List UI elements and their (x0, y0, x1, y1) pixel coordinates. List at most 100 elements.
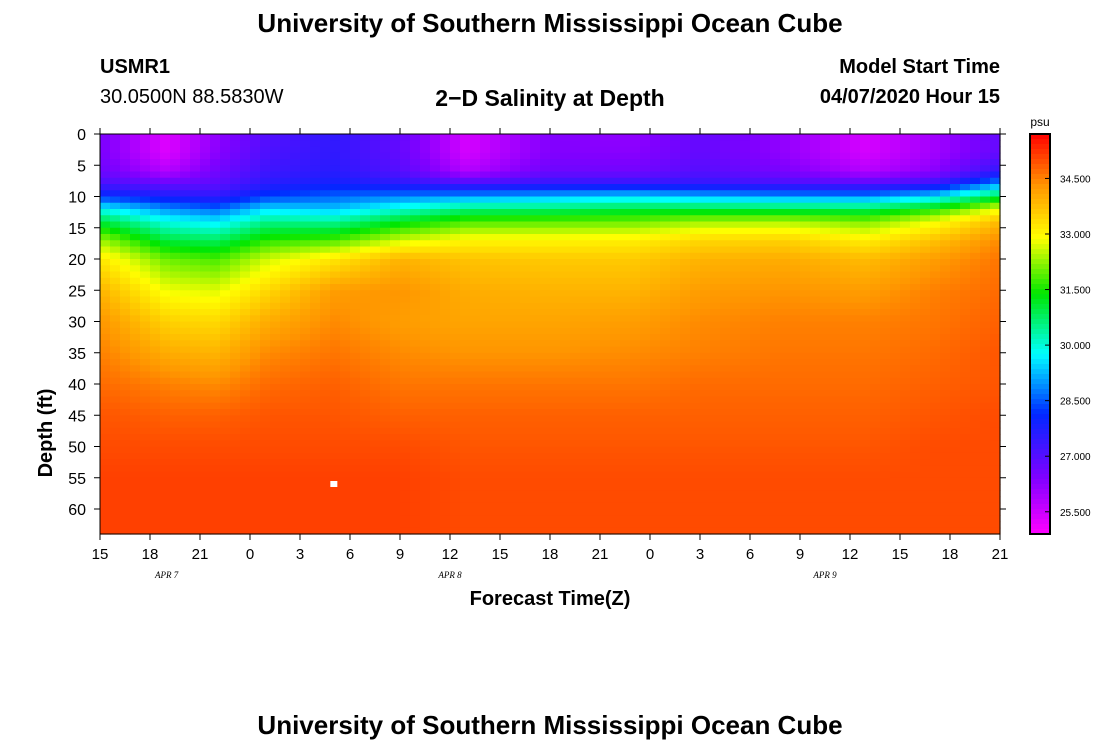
heatmap-cell (580, 384, 591, 391)
heatmap-cell (710, 215, 721, 223)
heatmap-cell (400, 421, 411, 429)
heatmap-cell (500, 384, 511, 391)
heatmap-cell (410, 409, 421, 416)
heatmap-cell (300, 140, 311, 148)
heatmap-cell (420, 471, 431, 479)
heatmap-cell (120, 340, 131, 348)
heatmap-cell (520, 177, 531, 185)
heatmap-cell (650, 296, 661, 304)
heatmap-cell (360, 527, 371, 535)
heatmap-cell (510, 240, 521, 248)
heatmap-cell (790, 527, 801, 535)
heatmap-cell (140, 415, 151, 423)
heatmap-cell (570, 146, 581, 154)
heatmap-cell (260, 334, 271, 341)
heatmap-cell (230, 246, 241, 254)
heatmap-cell (200, 334, 211, 341)
heatmap-cell (100, 184, 111, 191)
heatmap-cell (650, 215, 661, 223)
heatmap-cell (420, 196, 431, 204)
heatmap-cell (300, 509, 311, 516)
heatmap-cell (440, 446, 451, 454)
heatmap-cell (530, 327, 541, 335)
heatmap-cell (730, 434, 741, 441)
heatmap-cell (160, 240, 171, 248)
heatmap-cell (470, 452, 481, 460)
heatmap-cell (130, 421, 141, 429)
heatmap-cell (150, 334, 161, 341)
heatmap-cell (320, 365, 331, 373)
heatmap-cell (740, 346, 751, 354)
heatmap-cell (260, 471, 271, 479)
heatmap-cell (240, 465, 251, 473)
heatmap-cell (780, 359, 791, 366)
heatmap-cell (800, 221, 811, 229)
heatmap-cell (520, 465, 531, 473)
heatmap-cell (730, 465, 741, 473)
heatmap-cell (180, 409, 191, 416)
heatmap-cell (780, 440, 791, 448)
heatmap-cell (730, 365, 741, 373)
heatmap-cell (470, 302, 481, 310)
heatmap-cell (620, 171, 631, 179)
heatmap-cell (140, 190, 151, 198)
heatmap-cell (360, 452, 371, 460)
heatmap-cell (610, 365, 621, 373)
heatmap-cell (480, 465, 491, 473)
heatmap-cell (640, 477, 651, 485)
heatmap-cell (400, 177, 411, 185)
heatmap-cell (480, 340, 491, 348)
heatmap-cell (200, 509, 211, 516)
heatmap-cell (270, 365, 281, 373)
heatmap-cell (200, 465, 211, 473)
heatmap-cell (240, 327, 251, 335)
heatmap-cell (510, 340, 521, 348)
heatmap-cell (390, 427, 401, 435)
heatmap-cell (840, 209, 851, 216)
heatmap-cell (140, 346, 151, 354)
heatmap-cell (750, 296, 761, 304)
heatmap-cell (240, 509, 251, 516)
heatmap-cell (490, 477, 501, 485)
heatmap-cell (800, 321, 811, 329)
heatmap-cell (610, 402, 621, 410)
heatmap-cell (420, 421, 431, 429)
heatmap-cell (100, 459, 111, 466)
heatmap-cell (560, 509, 571, 516)
heatmap-cell (440, 134, 451, 141)
heatmap-cell (350, 146, 361, 154)
heatmap-cell (230, 202, 241, 210)
heatmap-cell (770, 321, 781, 329)
heatmap-cell (100, 215, 111, 223)
heatmap-cell (870, 409, 881, 416)
heatmap-cell (490, 384, 501, 391)
heatmap-cell (690, 384, 701, 391)
heatmap-cell (390, 184, 401, 191)
heatmap-cell (740, 446, 751, 454)
heatmap-cell (320, 246, 331, 254)
heatmap-cell (570, 184, 581, 191)
heatmap-cell (460, 490, 471, 498)
heatmap-cell (670, 277, 681, 285)
heatmap-cell (290, 140, 301, 148)
heatmap-cell (680, 477, 691, 485)
heatmap-cell (150, 215, 161, 223)
heatmap-cell (410, 359, 421, 366)
heatmap-cell (520, 446, 531, 454)
heatmap-cell (530, 152, 541, 160)
heatmap-cell (450, 371, 461, 379)
heatmap-cell (290, 171, 301, 179)
heatmap-cell (790, 246, 801, 254)
heatmap-cell (350, 384, 361, 391)
heatmap-cell (240, 209, 251, 216)
heatmap-cell (410, 271, 421, 279)
heatmap-cell (510, 396, 521, 404)
heatmap-cell (540, 221, 551, 229)
heatmap-cell (180, 146, 191, 154)
heatmap-cell (270, 496, 281, 504)
heatmap-cell (170, 465, 181, 473)
heatmap-cell (320, 527, 331, 535)
heatmap-cell (750, 165, 761, 173)
heatmap-cell (600, 134, 611, 141)
heatmap-cell (130, 346, 141, 354)
